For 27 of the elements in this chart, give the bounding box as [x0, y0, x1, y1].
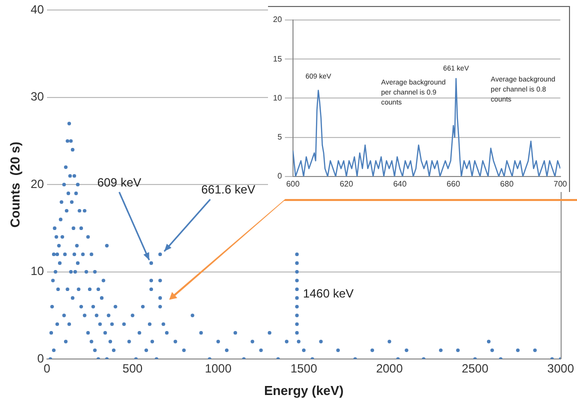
x-tick-label: 620: [340, 179, 354, 188]
annotation: 1460 keV: [302, 286, 354, 301]
y-tick-label: 5: [277, 132, 282, 142]
x-tick-label: 640: [393, 179, 408, 188]
x-tick-label: 700: [554, 179, 568, 188]
annotation: 661.6 keV: [201, 182, 256, 197]
y-tick-label: 10: [30, 264, 44, 278]
y-tick-label: 20: [272, 15, 282, 24]
x-axis-title: Energy (keV): [264, 382, 344, 398]
x-tick-label: 1500: [290, 362, 318, 376]
x-tick-label: 500: [122, 362, 143, 376]
x-tick-label: 600: [286, 179, 300, 188]
x-tick-label: 680: [500, 179, 514, 188]
annotation: 609 keV: [97, 175, 142, 190]
y-tick-label: 20: [30, 176, 44, 191]
y-tick-label: 15: [272, 54, 282, 64]
y-tick-label: 30: [30, 90, 44, 104]
x-tick-label: 2000: [376, 362, 404, 376]
y-tick-label: 40: [30, 2, 44, 17]
x-tick-label: 2500: [462, 362, 489, 376]
y-axis-title: Counts (20 s): [7, 142, 22, 228]
y-tick-label: 10: [272, 93, 282, 102]
y-tick-label: 0: [37, 351, 44, 366]
y-tick-label: 0: [277, 172, 282, 181]
x-tick-label: 660: [446, 179, 461, 188]
x-tick-label: 1000: [204, 362, 232, 376]
x-tick-label: 3000: [547, 362, 574, 376]
